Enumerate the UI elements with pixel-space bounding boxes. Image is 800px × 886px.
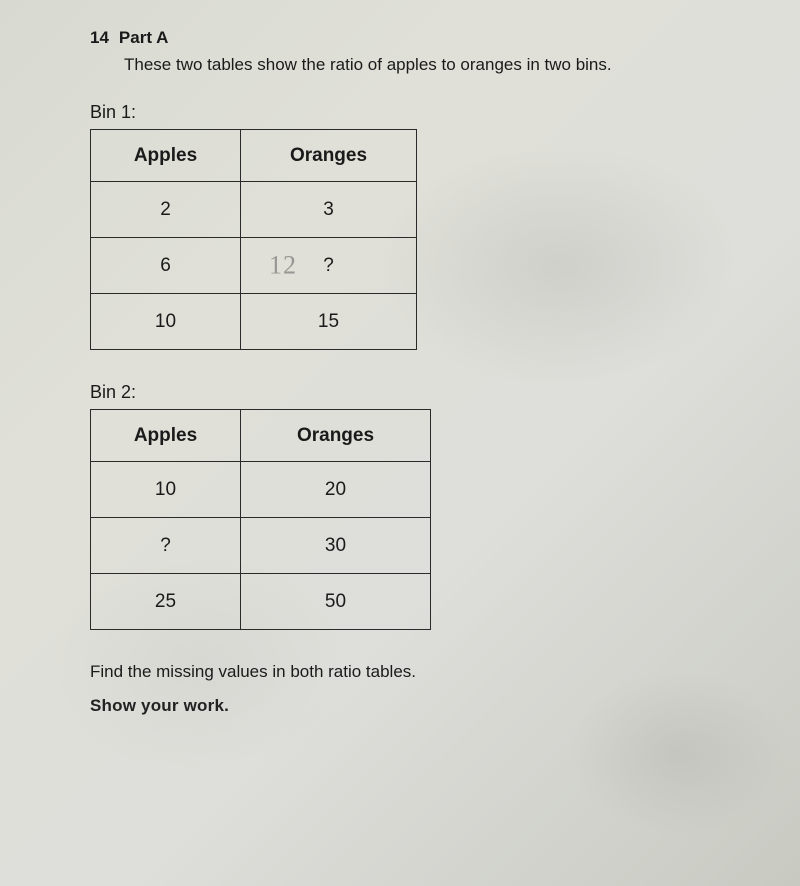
- table-row: ? 30: [91, 518, 431, 574]
- bin1-col-oranges: Oranges: [241, 130, 417, 182]
- bin1-table: Apples Oranges 2 3 6 12 ? 10 15: [90, 129, 417, 350]
- missing-marker: ?: [323, 255, 334, 276]
- table-header-row: Apples Oranges: [91, 410, 431, 462]
- question-header: 14 Part A: [90, 28, 710, 48]
- bin2-col-oranges: Oranges: [241, 410, 431, 462]
- table-row: 10 20: [91, 462, 431, 518]
- table-row: 6 12 ?: [91, 238, 417, 294]
- bin2-cell: 10: [91, 462, 241, 518]
- question-part: Part A: [119, 28, 168, 48]
- table-header-row: Apples Oranges: [91, 130, 417, 182]
- question-intro: These two tables show the ratio of apple…: [124, 54, 710, 76]
- table-row: 2 3: [91, 182, 417, 238]
- bin2-table: Apples Oranges 10 20 ? 30 25 50: [90, 409, 431, 630]
- bin1-cell-missing: 12 ?: [241, 238, 417, 294]
- bin2-cell: 30: [241, 518, 431, 574]
- show-work-text: Show your work.: [90, 696, 710, 716]
- bin1-cell: 2: [91, 182, 241, 238]
- bin2-label: Bin 2:: [90, 382, 710, 403]
- bin1-cell: 10: [91, 294, 241, 350]
- bin2-cell: 50: [241, 574, 431, 630]
- bin2-cell: 20: [241, 462, 431, 518]
- bin1-label: Bin 1:: [90, 102, 710, 123]
- bin1-col-apples: Apples: [91, 130, 241, 182]
- handwritten-answer: 12: [269, 250, 297, 280]
- bin1-cell: 15: [241, 294, 417, 350]
- question-number: 14: [90, 28, 109, 48]
- bin1-cell: 3: [241, 182, 417, 238]
- table-row: 10 15: [91, 294, 417, 350]
- instruction-text: Find the missing values in both ratio ta…: [90, 662, 710, 682]
- bin2-cell-missing: ?: [91, 518, 241, 574]
- table-row: 25 50: [91, 574, 431, 630]
- bin1-cell: 6: [91, 238, 241, 294]
- bin2-cell: 25: [91, 574, 241, 630]
- bin2-col-apples: Apples: [91, 410, 241, 462]
